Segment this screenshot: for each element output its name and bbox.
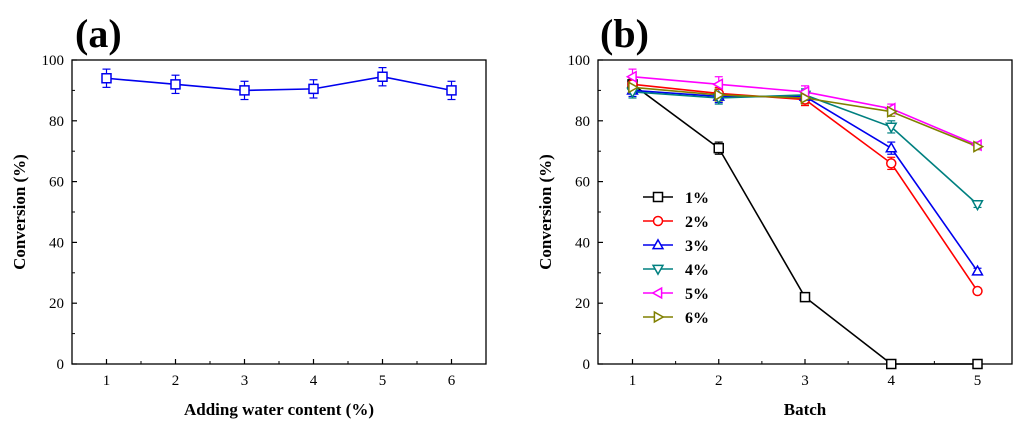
- legend-marker: [652, 215, 664, 227]
- y-tick-label: 80: [49, 114, 64, 130]
- legend-label: 2%: [685, 214, 709, 231]
- legend-entry: 1%: [643, 190, 709, 207]
- series-6pct-point: [628, 81, 640, 94]
- y-tick-label: 0: [583, 357, 591, 373]
- panel-a-series-lines: [106, 75, 452, 92]
- series-5pct-point: [712, 78, 724, 91]
- y-tick-label: 80: [575, 114, 590, 130]
- y-tick-label: 20: [575, 296, 590, 312]
- series-2pct-point: [886, 158, 897, 169]
- x-tick-label: 5: [379, 373, 387, 389]
- series-0-point: [446, 85, 457, 96]
- series-4pct-point: [971, 200, 984, 212]
- legend-marker: [653, 310, 665, 324]
- y-tick-label: 100: [42, 53, 65, 69]
- panel-b-ticks: 1 2 3 4 5 0 20 40 60 80 100: [568, 53, 982, 389]
- legend-entry: 6%: [643, 310, 709, 327]
- series-0-point: [239, 85, 250, 96]
- legend-marker: [652, 191, 664, 203]
- legend-label: 5%: [685, 286, 709, 303]
- legend-entry: 4%: [643, 262, 709, 279]
- series-6pct-point: [886, 105, 898, 118]
- legend-marker: [651, 264, 665, 276]
- x-tick-label: 6: [448, 373, 456, 389]
- panel-a-plot-frame: [71, 59, 487, 365]
- legend-entry: 5%: [643, 286, 709, 303]
- series-0-point: [377, 71, 388, 82]
- y-tick-label: 60: [575, 175, 590, 191]
- legend-label: 3%: [685, 238, 709, 255]
- x-tick-label: 4: [310, 373, 318, 389]
- panel-b-y-axis-label: Conversion (%): [536, 154, 555, 270]
- legend-label: 1%: [685, 190, 709, 207]
- series-1pct-point: [972, 358, 983, 370]
- panel-b: (b) 1 2 3 4 5 0 20 40 60 80 100 1% 2% 3% 4% 5% 6% Batch…: [536, 11, 1013, 419]
- series-0-line: [106, 75, 452, 92]
- panel-a-x-axis-label: Adding water content (%): [184, 400, 374, 419]
- series-4pct-point: [885, 122, 898, 134]
- series-6pct-point: [800, 91, 812, 105]
- series-3pct-point: [971, 264, 984, 276]
- series-0-point: [170, 79, 181, 90]
- panel-b-x-axis-label: Batch: [784, 400, 827, 419]
- y-tick-label: 100: [568, 53, 591, 69]
- series-0-point: [101, 72, 112, 84]
- x-tick-label: 5: [974, 373, 982, 389]
- x-tick-label: 2: [715, 373, 723, 389]
- series-6pct-point: [973, 140, 985, 153]
- series-1pct-point: [713, 142, 724, 154]
- series-2pct-line: [632, 83, 979, 292]
- series-3pct-point: [885, 141, 898, 153]
- panel-a-y-axis-label: Conversion (%): [10, 154, 29, 270]
- series-5pct-point: [625, 70, 637, 83]
- panel-a-label: (a): [75, 11, 122, 56]
- y-tick-label: 20: [49, 296, 64, 312]
- panel-b-label: (b): [600, 11, 649, 56]
- x-tick-label: 3: [801, 373, 809, 389]
- y-tick-label: 60: [49, 175, 64, 191]
- legend-entry: 3%: [643, 238, 709, 255]
- series-1pct-point: [799, 291, 811, 303]
- x-tick-label: 3: [241, 373, 249, 389]
- series-1pct-point: [886, 358, 897, 370]
- series-4pct-line: [632, 91, 979, 205]
- series-6pct-point: [714, 88, 726, 102]
- series-2pct-point: [972, 285, 983, 297]
- series-0-point: [308, 83, 319, 95]
- panel-b-legend: 1% 2% 3% 4% 5% 6%: [643, 190, 709, 327]
- y-tick-label: 40: [49, 235, 64, 251]
- legend-marker: [651, 286, 663, 300]
- x-tick-label: 1: [629, 373, 637, 389]
- panel-a-error-bars: [102, 66, 456, 101]
- legend-label: 4%: [685, 262, 709, 279]
- x-tick-label: 2: [172, 373, 180, 389]
- y-tick-label: 0: [57, 357, 65, 373]
- legend-marker: [651, 238, 665, 250]
- x-tick-label: 1: [103, 373, 111, 389]
- panel-b-markers: [625, 70, 985, 370]
- x-tick-label: 4: [888, 373, 896, 389]
- legend-label: 6%: [685, 310, 709, 327]
- legend-entry: 2%: [643, 214, 709, 231]
- panel-a-markers: [101, 71, 457, 96]
- y-tick-label: 40: [575, 235, 590, 251]
